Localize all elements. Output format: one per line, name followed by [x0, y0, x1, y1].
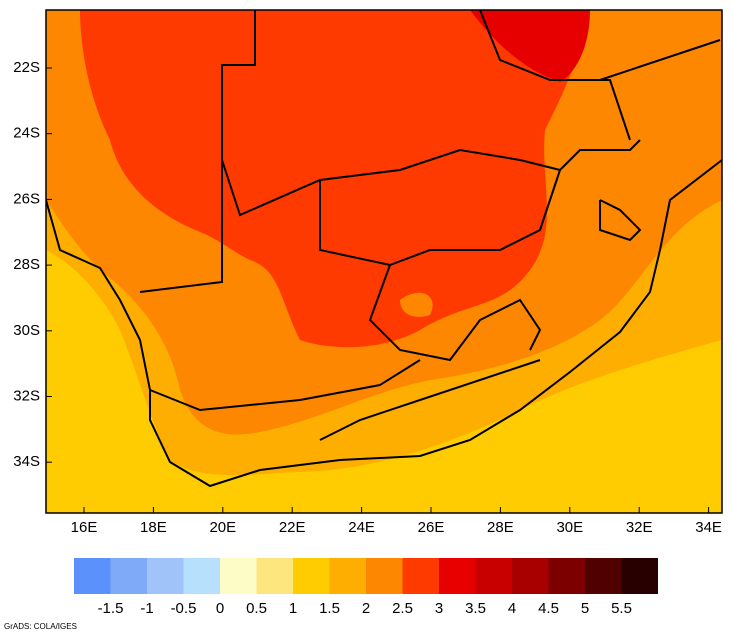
colorbar-box [293, 558, 330, 594]
lon-label: 20E [209, 519, 236, 536]
colorbar-label: 4.5 [538, 600, 559, 617]
lon-label: 18E [140, 519, 167, 536]
colorbar-label: 2 [362, 600, 370, 617]
colorbar-box [329, 558, 366, 594]
lat-label: 30S [13, 322, 40, 339]
colorbar-label: -1 [140, 600, 153, 617]
colorbar-box [220, 558, 257, 594]
lat-label: 32S [13, 387, 40, 404]
colorbar-box [585, 558, 622, 594]
lon-label: 16E [71, 519, 98, 536]
lat-label: 26S [13, 190, 40, 207]
colorbar-label: -1.5 [98, 600, 124, 617]
colorbar-box [439, 558, 476, 594]
colorbar-box [475, 558, 512, 594]
lon-label: 22E [279, 519, 306, 536]
colorbar-box [402, 558, 439, 594]
colorbar-box [147, 558, 184, 594]
colorbar-label: 3.5 [465, 600, 486, 617]
colorbar-label: 4 [508, 600, 516, 617]
colorbar-box [366, 558, 403, 594]
colorbar-label: 0.5 [246, 600, 267, 617]
colorbar-box [183, 558, 220, 594]
lon-label: 30E [556, 519, 583, 536]
colorbar-label: 5.5 [611, 600, 632, 617]
lon-label: 32E [626, 519, 653, 536]
field-dark-red [470, 10, 590, 82]
colorbar-label: 3 [435, 600, 443, 617]
lon-label: 24E [348, 519, 375, 536]
colorbar-label: 5 [581, 600, 589, 617]
colorbar-label: 2.5 [392, 600, 413, 617]
lat-label: 24S [13, 125, 40, 142]
lon-label: 26E [418, 519, 445, 536]
lat-label: 22S [13, 59, 40, 76]
colorbar-box [110, 558, 147, 594]
credit: GrADS: COLA/IGES [4, 622, 77, 631]
borders [46, 10, 722, 488]
field-patch [400, 292, 522, 335]
map-frame [45, 9, 723, 514]
lon-label: 34E [695, 519, 722, 536]
colorbar-box [256, 558, 293, 594]
colorbar-box [512, 558, 549, 594]
lon-label: 28E [487, 519, 514, 536]
colorbar-box [548, 558, 585, 594]
colorbar-label: 1 [289, 600, 297, 617]
lat-label: 28S [13, 256, 40, 273]
colorbar-label: -0.5 [171, 600, 197, 617]
colorbar-label: 0 [216, 600, 224, 617]
colorbar-box [621, 558, 658, 594]
map-field [46, 10, 722, 513]
colorbar-label: 1.5 [319, 600, 340, 617]
colorbar-box [74, 558, 111, 594]
lat-label: 34S [13, 453, 40, 470]
